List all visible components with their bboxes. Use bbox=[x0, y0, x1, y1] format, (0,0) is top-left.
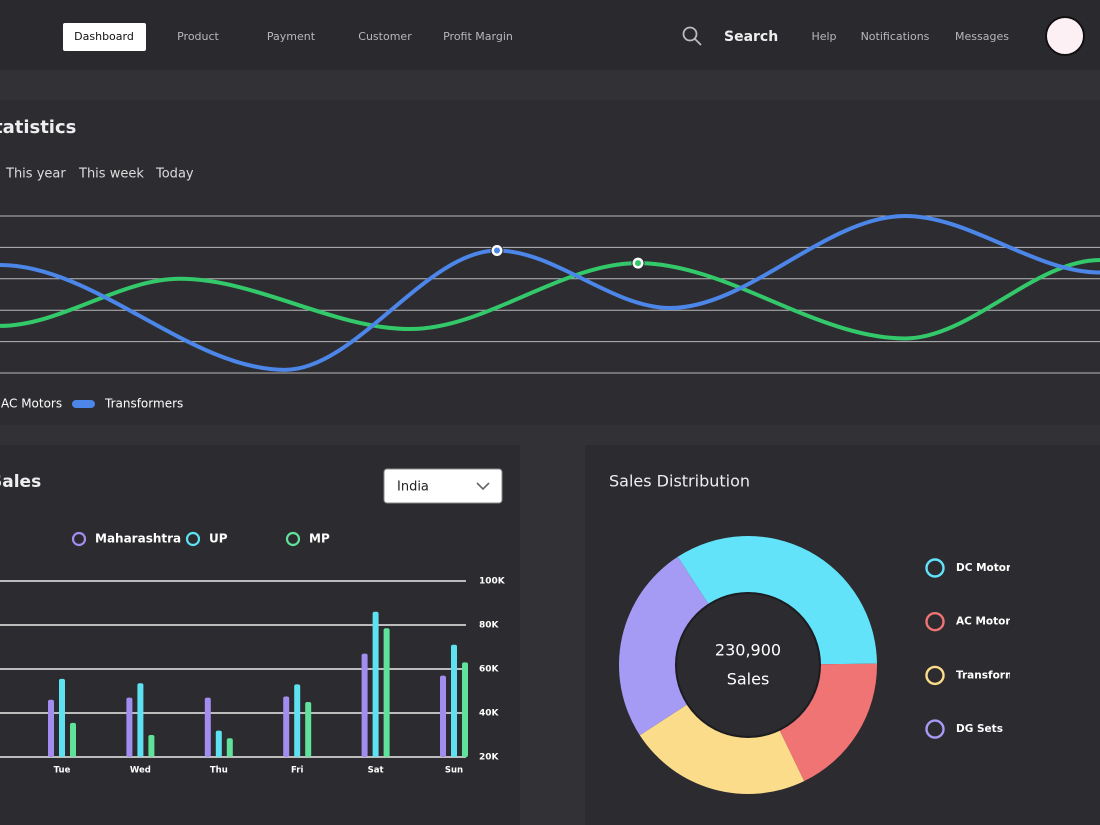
avatar[interactable] bbox=[1045, 16, 1085, 56]
region-value: India bbox=[397, 480, 429, 495]
legend-label: Maharashtra bbox=[95, 532, 181, 546]
donut-chart: 230,900 Sales DC Motor AC Motor Transformers… bbox=[619, 536, 1034, 794]
bar bbox=[383, 628, 390, 757]
bar bbox=[226, 738, 233, 757]
legend-marker bbox=[285, 531, 301, 547]
search[interactable]: Search bbox=[724, 29, 778, 45]
bar bbox=[59, 678, 65, 757]
legend-marker bbox=[185, 531, 201, 547]
period-tab[interactable]: This year bbox=[5, 167, 66, 182]
legend-label: AC Motor bbox=[956, 616, 1011, 628]
legend-marker bbox=[925, 719, 945, 739]
bar bbox=[462, 662, 468, 757]
bar bbox=[215, 730, 222, 757]
nav-item[interactable]: Payment bbox=[267, 30, 316, 43]
bar bbox=[137, 683, 144, 757]
region-dropdown[interactable] bbox=[383, 468, 503, 504]
bar bbox=[451, 644, 457, 757]
statistics-title: Statistics bbox=[0, 117, 76, 138]
y-tick-label: 20K bbox=[479, 753, 500, 763]
bar bbox=[148, 735, 155, 757]
tabs: This year This week Today bbox=[5, 167, 194, 182]
nav-link[interactable]: Messages bbox=[955, 30, 1009, 43]
legend-label: Transformers bbox=[104, 397, 183, 411]
legend-marker bbox=[925, 558, 945, 578]
x-tick-label: Sun bbox=[445, 766, 463, 776]
y-tick-label: 100K bbox=[479, 577, 506, 587]
nav-item[interactable]: Profit Margin bbox=[443, 30, 513, 43]
sales-title: Sales bbox=[0, 472, 41, 492]
line-series bbox=[0, 213, 1100, 372]
bar bbox=[126, 697, 133, 757]
sales-panel bbox=[0, 445, 520, 825]
nav-bar: Dashboard Product Payment Customer Profit Ma… bbox=[63, 23, 1009, 51]
line-chart: AC Motors Transformers bbox=[0, 213, 1100, 411]
donut-total-label: Sales bbox=[727, 670, 770, 689]
bar bbox=[48, 699, 54, 757]
bar bbox=[361, 653, 368, 757]
nav-active-bg bbox=[63, 23, 146, 51]
legend-label: DG Sets bbox=[956, 723, 1003, 735]
x-tick-label: Fri bbox=[291, 766, 303, 776]
period-tab[interactable]: Today bbox=[155, 167, 194, 182]
highlight-dot bbox=[494, 247, 500, 254]
x-tick-label: Wed bbox=[130, 766, 151, 776]
nav-item[interactable]: Customer bbox=[358, 30, 412, 43]
legend-marker bbox=[71, 531, 87, 547]
search-icon[interactable] bbox=[682, 26, 702, 46]
nav-item[interactable]: Dashboard bbox=[74, 30, 134, 43]
bar bbox=[305, 702, 312, 757]
x-tick-label: Thu bbox=[210, 766, 228, 776]
legend-label: DC Motor bbox=[956, 562, 1012, 574]
search-icon-handle bbox=[694, 38, 702, 46]
x-tick-label: Sat bbox=[368, 766, 384, 776]
legend-label: MP bbox=[309, 532, 330, 546]
y-tick-label: 80K bbox=[479, 621, 500, 631]
dropdown-chevron bbox=[476, 482, 490, 491]
legend-marker bbox=[925, 665, 945, 686]
donut-hole bbox=[675, 592, 821, 738]
nav-link[interactable]: Notifications bbox=[861, 30, 930, 43]
sub-bar bbox=[0, 70, 1100, 100]
search-icon-lens bbox=[682, 26, 698, 42]
legend-label: Transformers bbox=[956, 669, 1034, 681]
bar bbox=[372, 611, 379, 757]
highlight-dot bbox=[635, 260, 641, 267]
legend-swatch bbox=[72, 400, 95, 408]
legend-label: AC Motors bbox=[1, 397, 62, 411]
legend-label: UP bbox=[209, 532, 228, 546]
donut-legend: DC Motor AC Motor Transformers DG Sets bbox=[925, 558, 1034, 739]
legend-marker bbox=[925, 612, 945, 632]
y-tick-label: 40K bbox=[479, 709, 500, 719]
x-tick-label: Tue bbox=[54, 766, 71, 776]
bar bbox=[204, 697, 211, 757]
bar bbox=[283, 696, 290, 757]
nav-link[interactable]: Help bbox=[811, 30, 836, 43]
donut-total: 230,900 bbox=[715, 641, 781, 660]
period-tab[interactable]: This week bbox=[78, 167, 144, 182]
bar bbox=[294, 684, 301, 757]
distribution-title: Sales Distribution bbox=[609, 472, 750, 491]
line-series bbox=[0, 257, 1100, 341]
bar bbox=[70, 722, 76, 757]
bar bbox=[440, 675, 446, 757]
nav-item[interactable]: Product bbox=[177, 30, 219, 43]
y-tick-label: 60K bbox=[479, 665, 500, 675]
bar-chart: 20K 40K 60K 80K 100K Maharashtra UP MP Tue Wed Thu… bbox=[0, 532, 506, 776]
